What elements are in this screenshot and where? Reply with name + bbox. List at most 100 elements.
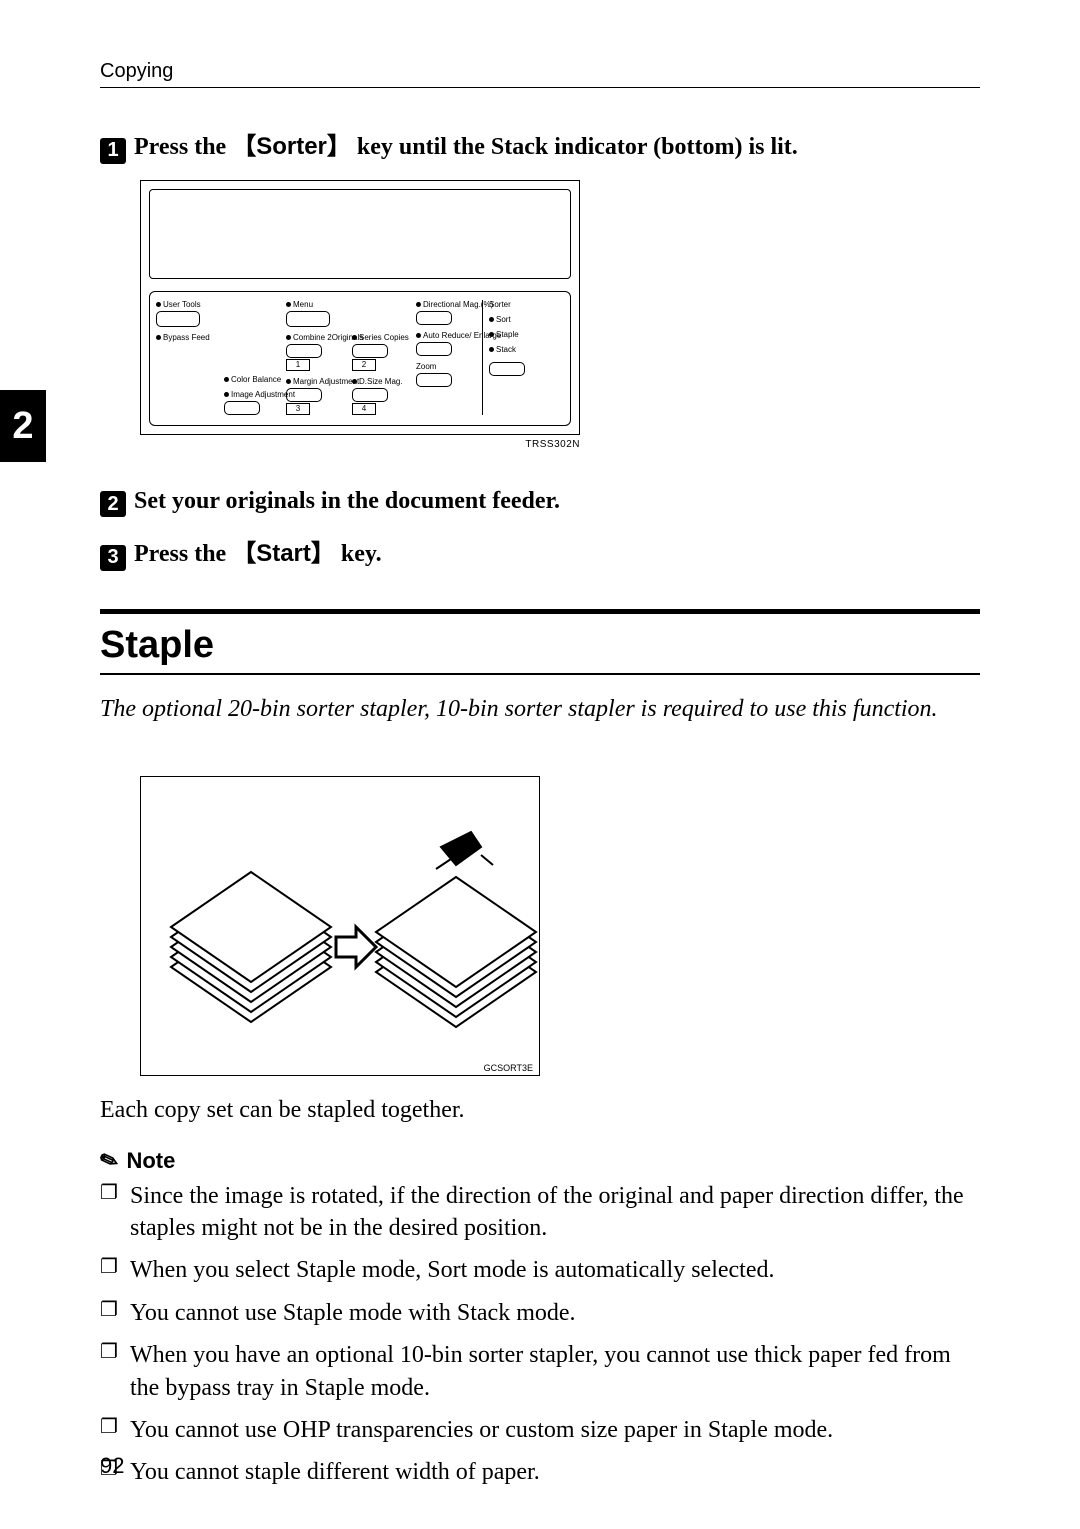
- label-dsize: D.Size Mag.: [359, 377, 403, 386]
- cell-auto-reduce: Auto Reduce/ Enlarge: [416, 331, 476, 356]
- cell-color-balance: Color Balance: [224, 375, 280, 384]
- step-1-post: key until the Stack indicator (bottom) i…: [351, 134, 798, 160]
- note-item: You cannot use Staple mode with Stack mo…: [100, 1297, 980, 1329]
- step-1-line: 1 Press the Sorter key until the Stack i…: [100, 126, 980, 162]
- panel-col-2: Color Balance Image Adjustment: [224, 300, 280, 415]
- cell-bypass-feed: Bypass Feed: [156, 333, 218, 342]
- step-2-text: Set your originals in the document feede…: [134, 488, 560, 515]
- btn-combine: [286, 344, 322, 358]
- led-icon: [156, 302, 161, 307]
- led-icon: [156, 335, 161, 340]
- led-icon: [224, 392, 229, 397]
- section-rule-bottom: [100, 673, 980, 675]
- header-rule: Copying: [100, 60, 980, 88]
- label-menu: Menu: [293, 300, 313, 309]
- panel-col-4: Series Copies 2 D.Size Mag. 4: [352, 300, 410, 415]
- led-icon: [416, 302, 421, 307]
- body-after-figure: Each copy set can be stapled together.: [100, 1094, 980, 1128]
- cell-menu: Menu: [286, 300, 346, 327]
- led-icon: [489, 347, 494, 352]
- panel-lcd: [149, 189, 571, 279]
- step-3-number: 3: [100, 545, 126, 571]
- btn-user-tools: [156, 311, 200, 327]
- step-1: 1 Press the Sorter key until the Stack i…: [100, 126, 980, 450]
- btn-dsize: [352, 388, 388, 402]
- note-item: Since the image is rotated, if the direc…: [100, 1180, 980, 1245]
- btn-auto-reduce: [416, 342, 452, 356]
- label-zoom: Zoom: [416, 362, 436, 371]
- btn-zoom: [416, 373, 452, 387]
- led-icon: [352, 379, 357, 384]
- note-item: You cannot use OHP transparencies or cus…: [100, 1414, 980, 1446]
- led-icon: [286, 335, 291, 340]
- panel-figure-code: TRSS302N: [140, 439, 580, 450]
- panel-col-sorter: Sorter Sort Staple Stack: [482, 300, 532, 415]
- page: Copying 2 1 Press the Sorter key until t…: [0, 0, 1080, 1529]
- cell-directional: Directional Mag.(%): [416, 300, 476, 325]
- label-color-balance: Color Balance: [231, 375, 281, 384]
- staple-figure: GCSORT3E: [140, 776, 540, 1076]
- step-2-line: 2 Set your originals in the document fee…: [100, 488, 980, 516]
- cell-series: Series Copies 2: [352, 333, 410, 371]
- step-3-text: Press the Start key.: [134, 533, 382, 568]
- step-2-number: 2: [100, 491, 126, 517]
- section-subtitle: The optional 20-bin sorter stapler, 10-b…: [100, 693, 980, 727]
- staple-diagram: GCSORT3E: [140, 776, 540, 1076]
- btn-image-adjustment: [224, 401, 260, 415]
- staple-svg: GCSORT3E: [141, 777, 541, 1077]
- sorter-key: Sorter: [232, 133, 351, 160]
- note-heading-text: Note: [126, 1148, 175, 1174]
- btn-sorter: [489, 362, 525, 376]
- btn-margin: [286, 388, 322, 402]
- cell-zoom: Zoom: [416, 362, 476, 387]
- panel-col-3: Menu Combine 2Originals 1 Margin Adjustm…: [286, 300, 346, 415]
- panel-button-grid: User Tools Bypass Feed Color Balance Ima…: [149, 291, 571, 426]
- led-icon: [352, 335, 357, 340]
- btn-num-1: 1: [286, 359, 310, 371]
- label-sorter: Sorter: [489, 300, 511, 309]
- control-panel-figure: User Tools Bypass Feed Color Balance Ima…: [140, 180, 580, 450]
- panel-col-1: User Tools Bypass Feed: [156, 300, 218, 415]
- led-icon: [489, 317, 494, 322]
- step-1-text: Press the Sorter key until the Stack ind…: [134, 126, 798, 161]
- staple-fig-code-svg: GCSORT3E: [484, 1063, 533, 1073]
- section-title: Staple: [100, 624, 980, 667]
- note-item: When you have an optional 10-bin sorter …: [100, 1339, 980, 1404]
- header-section: Copying: [100, 60, 980, 87]
- step-1-pre: Press the: [134, 134, 232, 160]
- btn-menu: [286, 311, 330, 327]
- label-series: Series Copies: [359, 333, 409, 342]
- panel-outer: User Tools Bypass Feed Color Balance Ima…: [140, 180, 580, 435]
- btn-series: [352, 344, 388, 358]
- led-icon: [224, 377, 229, 382]
- label-margin: Margin Adjustment: [293, 377, 359, 386]
- step-3: 3 Press the Start key.: [100, 533, 980, 569]
- note-item: You cannot staple different width of pap…: [100, 1456, 980, 1488]
- chapter-tab: 2: [0, 390, 46, 462]
- panel-col-5: Directional Mag.(%) Auto Reduce/ Enlarge…: [416, 300, 476, 415]
- btn-num-3: 3: [286, 403, 310, 415]
- note-heading: ✎ Note: [100, 1148, 980, 1174]
- led-icon: [416, 333, 421, 338]
- step-3-post: key.: [335, 541, 382, 567]
- cell-user-tools: User Tools: [156, 300, 218, 327]
- btn-directional: [416, 311, 452, 325]
- led-icon: [286, 379, 291, 384]
- btn-num-2: 2: [352, 359, 376, 371]
- step-2: 2 Set your originals in the document fee…: [100, 488, 980, 516]
- cell-stack: Stack: [489, 345, 532, 354]
- cell-staple: Staple: [489, 330, 532, 339]
- label-sort: Sort: [496, 315, 511, 324]
- cell-sort: Sort: [489, 315, 532, 324]
- label-user-tools: User Tools: [163, 300, 201, 309]
- step-3-line: 3 Press the Start key.: [100, 533, 980, 569]
- section-rule-top: [100, 609, 980, 614]
- step-1-number: 1: [100, 138, 126, 164]
- note-item: When you select Staple mode, Sort mode i…: [100, 1254, 980, 1286]
- step-3-pre: Press the: [134, 541, 232, 567]
- led-icon: [286, 302, 291, 307]
- cell-combine: Combine 2Originals 1: [286, 333, 346, 371]
- pencil-icon: ✎: [96, 1145, 122, 1176]
- page-number: 92: [100, 1453, 124, 1479]
- label-stack: Stack: [496, 345, 516, 354]
